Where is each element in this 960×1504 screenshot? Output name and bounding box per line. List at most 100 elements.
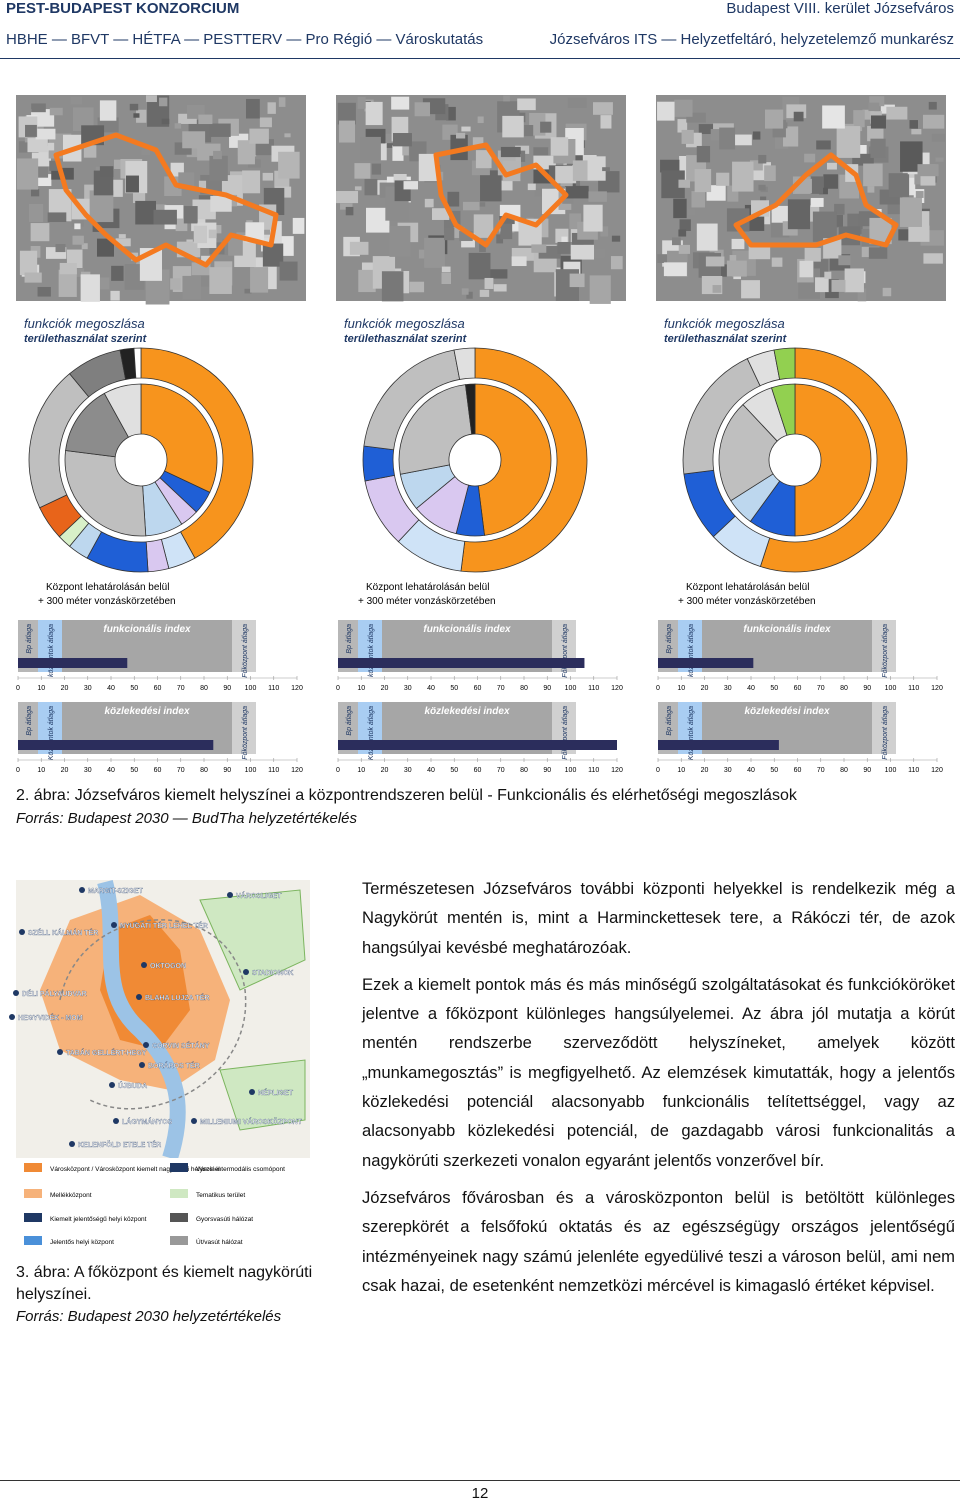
photo-block	[917, 164, 939, 177]
photo-block	[853, 110, 865, 128]
map-label: BORÁROS TÉR	[148, 1061, 200, 1070]
photo-block	[354, 163, 371, 179]
tick-label: 40	[427, 685, 435, 692]
photo-block	[58, 269, 77, 297]
donut-outer-label: + 300 méter vonzáskörzetében	[38, 596, 176, 607]
photo-block	[863, 163, 883, 187]
tick-label: 80	[840, 767, 848, 774]
photo-block	[760, 196, 767, 201]
photo-block	[812, 211, 837, 242]
donut-segment	[759, 347, 908, 573]
map-marker	[79, 887, 85, 893]
tick-label: 30	[404, 767, 412, 774]
photo-block	[49, 107, 63, 116]
tick-label: 100	[885, 767, 897, 774]
photo-block	[731, 238, 745, 250]
map-marker	[69, 1141, 75, 1147]
tick-label: 50	[130, 685, 138, 692]
tick-label: 40	[107, 685, 115, 692]
map-marker	[243, 969, 249, 975]
photo-block	[45, 247, 67, 259]
map-label: MARGIT-SZIGET	[88, 888, 144, 895]
photo-block	[915, 191, 924, 198]
photo-block	[444, 227, 455, 241]
tick-label: 120	[611, 767, 623, 774]
tick-label: 50	[450, 767, 458, 774]
photo-block	[478, 202, 486, 207]
photo-block	[124, 264, 145, 290]
photo-block	[540, 121, 552, 133]
index-bar	[18, 658, 128, 668]
header-rule	[0, 58, 960, 59]
donut-segment	[133, 347, 142, 379]
photo-block	[550, 137, 569, 156]
photo-block	[366, 207, 390, 233]
photo-block	[731, 134, 752, 146]
photo-block	[186, 140, 199, 158]
tick-label: 10	[37, 767, 45, 774]
donut-title: funkciók megoszlása	[344, 316, 465, 331]
tick-label: 110	[908, 767, 919, 774]
photo-block	[862, 109, 875, 120]
tick-label: 60	[154, 685, 162, 692]
photo-block	[726, 260, 747, 277]
legend-label: Tematikus terület	[196, 1192, 245, 1199]
donut-inner-label: Központ lehatárolásán belül	[686, 582, 809, 593]
tick-label: 100	[885, 685, 897, 692]
photo-block	[336, 191, 359, 204]
photo-block	[502, 115, 524, 138]
photo-block	[30, 189, 40, 197]
tick-label: 80	[840, 685, 848, 692]
tick-label: 70	[497, 685, 505, 692]
paragraph: Józsefváros fővárosban és a városközpont…	[362, 1187, 955, 1295]
photo-block	[673, 198, 687, 219]
photo-block	[193, 225, 208, 244]
header-left: PEST-BUDAPEST KONZORCIUM	[6, 0, 240, 17]
photo-block	[358, 269, 376, 293]
map-marker	[141, 962, 147, 968]
photo-block	[392, 145, 404, 161]
photo-block	[534, 188, 549, 197]
tick-label: 100	[565, 767, 577, 774]
photo-block	[267, 102, 276, 114]
tick-label: 80	[520, 767, 528, 774]
photo-block	[209, 123, 231, 137]
index-column-label: Főközpont átlaga	[562, 624, 569, 678]
photo-block	[922, 114, 945, 129]
donut-segment	[794, 383, 872, 537]
photo-block	[480, 170, 502, 202]
photo-block	[741, 280, 760, 299]
photo-block	[284, 133, 291, 138]
photo-block	[799, 260, 814, 278]
photo-block	[811, 176, 824, 194]
photo-block	[898, 229, 910, 241]
legend-swatch	[24, 1236, 42, 1245]
donut-segment	[474, 383, 552, 536]
text-column: Természetesen Józsefváros további közpon…	[362, 874, 955, 1300]
photo-block	[533, 147, 549, 156]
photo-block	[472, 137, 484, 146]
legend-label: Út/vasút hálózat	[196, 1237, 243, 1246]
photo-block	[441, 266, 451, 273]
photo-block	[209, 267, 232, 294]
header-left-sub: HBHE — BFVT — HÉTFA — PESTTERV — Pro Rég…	[6, 31, 484, 48]
tick-label: 70	[817, 685, 825, 692]
donut-segment	[460, 347, 588, 573]
legend-label: Mellékközpont	[50, 1192, 92, 1199]
photo-block	[816, 140, 831, 150]
map-marker	[113, 1118, 119, 1124]
photo-block	[461, 288, 469, 295]
photo-block	[49, 160, 59, 171]
photo-block	[500, 146, 521, 158]
tick-label: 110	[908, 685, 919, 692]
legend-label: Gyorsvasúti hálózat	[196, 1216, 253, 1223]
photo-block	[113, 159, 125, 170]
photo-block	[592, 102, 613, 115]
photo-block	[381, 271, 404, 302]
tick-label: 120	[931, 685, 943, 692]
photo-block	[584, 156, 606, 181]
photo-block	[72, 107, 94, 131]
photo-block	[55, 244, 66, 253]
photo-block	[340, 203, 353, 210]
